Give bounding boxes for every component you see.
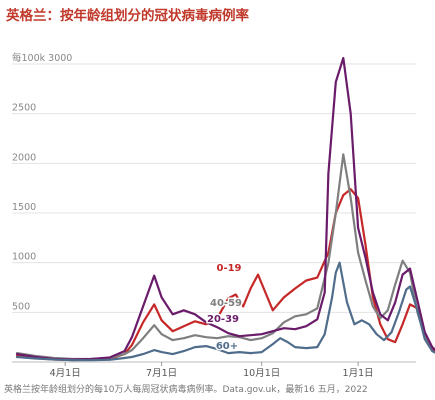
series-line-20-39 [15, 56, 435, 361]
x-axis: 4月1日7月1日10月1日1月1日4月1日 [12, 361, 416, 379]
y-tick-label-500: 500 [12, 301, 30, 312]
chart-title: 英格兰：按年龄组划分的冠状病毒病例率 [6, 8, 249, 24]
series-lines [15, 56, 435, 362]
y-tick-label-1000: 1000 [12, 252, 36, 263]
series-label-0-19: 0-19 [216, 263, 241, 274]
y-tick-label-2000: 2000 [12, 152, 36, 163]
series-line-40-59 [15, 153, 435, 361]
y-axis-ticks: 500 1000 1500 2000 2500 每100k 3000 [12, 52, 72, 312]
y-tick-label-1500: 1500 [12, 202, 36, 213]
series-labels: 0-19 40-59 20-39 60+ [206, 262, 244, 354]
source-note: 英格兰按年龄组划分的每10万人每周冠状病毒病例率。Data.gov.uk，最新1… [4, 385, 368, 395]
series-line-60+ [15, 261, 435, 362]
y-tick-label-3000: 每100k 3000 [12, 52, 72, 64]
series-label-60+: 60+ [216, 341, 238, 352]
x-tick-label-0: 4月1日 [50, 368, 81, 379]
series-label-40-59: 40-59 [210, 298, 242, 309]
x-tick-label-1: 7月1日 [146, 368, 177, 379]
x-tick-label-2: 10月1日 [243, 368, 280, 379]
series-line-0-19 [15, 188, 435, 362]
series-label-20-39: 20-39 [207, 314, 239, 325]
x-tick-label-3: 1月1日 [343, 368, 374, 379]
y-tick-label-2500: 2500 [12, 103, 36, 114]
gridlines [12, 63, 416, 313]
